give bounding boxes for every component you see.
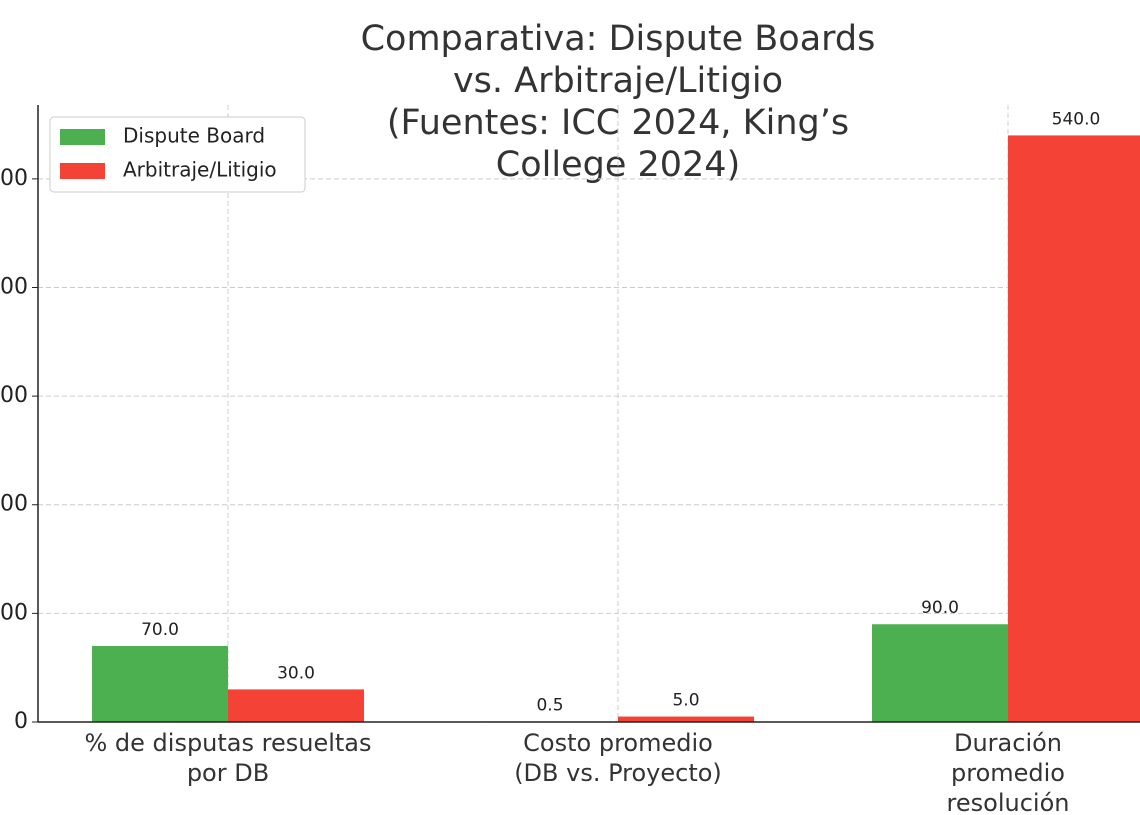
- chart-title: Comparativa: Dispute Boards vs. Arbitraj…: [360, 19, 876, 185]
- value-label: 0.5: [536, 695, 563, 715]
- bar: [618, 716, 754, 722]
- legend-swatch: [60, 129, 105, 145]
- y-tick-label: 0: [14, 709, 28, 734]
- y-tick-label: 300: [0, 383, 28, 408]
- y-tick-label: 200: [0, 492, 28, 517]
- value-label: 540.0: [1052, 109, 1101, 129]
- value-label: 90.0: [921, 598, 959, 618]
- bar: [228, 689, 364, 722]
- x-tick-label: Costo promedio (DB vs. Proyecto): [514, 729, 722, 787]
- x-tick-label: % de disputas resueltas por DB: [84, 729, 372, 787]
- bar: [872, 624, 1008, 722]
- value-label: 70.0: [141, 620, 179, 640]
- legend-box: [49, 116, 306, 193]
- value-label: 30.0: [277, 663, 315, 683]
- legend-label: Dispute Board: [123, 124, 265, 148]
- x-tick-label: Duración promedio resolución (días): [946, 729, 1070, 815]
- legend-swatch: [60, 163, 105, 179]
- bar: [92, 645, 228, 722]
- value-label: 5.0: [672, 691, 699, 711]
- y-tick-label: 100: [0, 600, 28, 625]
- y-tick-label: 400: [0, 274, 28, 299]
- y-tick-label: 500: [0, 166, 28, 191]
- bar: [1008, 135, 1140, 722]
- legend-label: Arbitraje/Litigio: [123, 158, 277, 182]
